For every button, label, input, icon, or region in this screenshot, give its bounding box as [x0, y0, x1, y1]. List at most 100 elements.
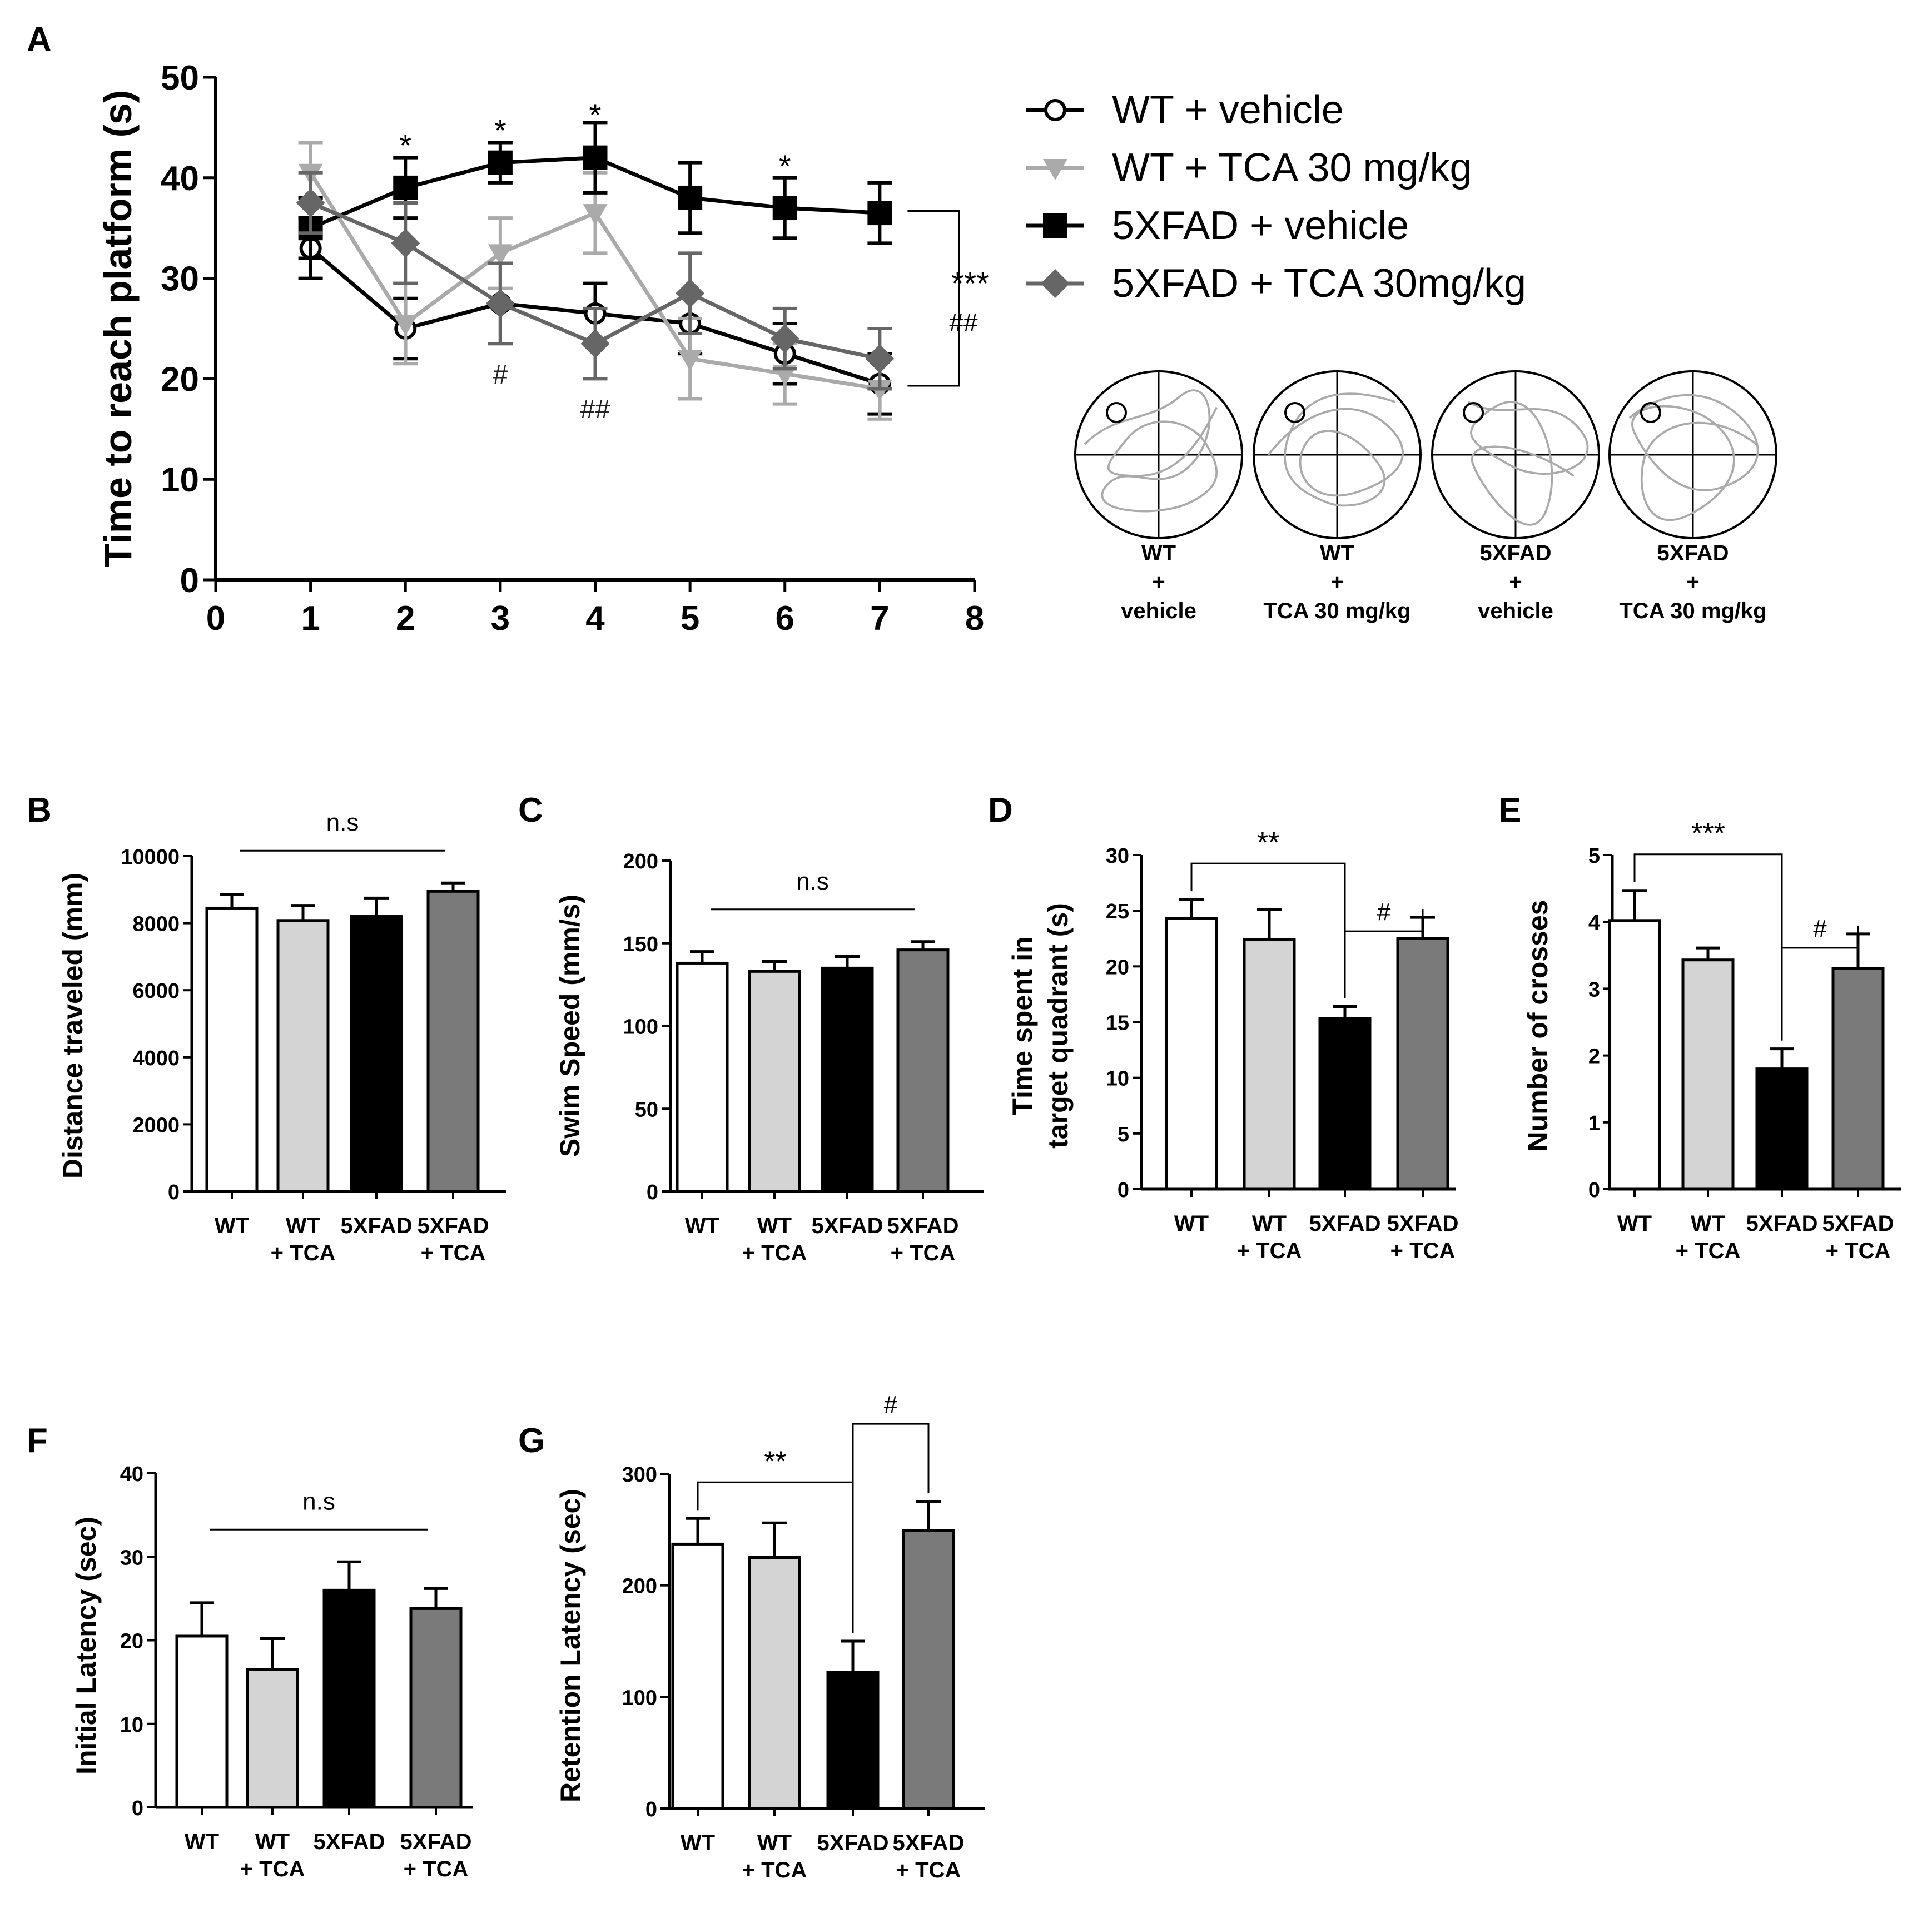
x-tick-label: 8: [965, 599, 984, 638]
x-tick-label: 5XFAD: [1309, 1211, 1381, 1236]
y-tick-label: 200: [622, 1575, 657, 1598]
y-axis-label: Retention Latency (sec): [555, 1489, 586, 1802]
legend-label: WT + TCA 30 mg/kg: [1112, 146, 1472, 190]
y-tick-label: 1: [1588, 1112, 1600, 1135]
trace-thumbnail-2: WT + TCA 30 mg/kg: [1253, 370, 1422, 623]
x-tick-label: + TCA: [421, 1241, 486, 1265]
x-tick-label: WT: [757, 1831, 792, 1855]
trace-label: WT: [1141, 541, 1176, 565]
bar: [896, 948, 950, 1193]
y-tick-label: 30: [1106, 844, 1129, 868]
y-tick-label: 10: [1106, 1067, 1129, 1091]
panel-letter: F: [27, 1422, 48, 1460]
bar: [1318, 1017, 1372, 1191]
bar: [821, 966, 874, 1193]
y-tick-label: 20: [161, 360, 199, 399]
significance-mark: #: [1377, 898, 1391, 926]
x-tick-label: WT: [215, 1214, 249, 1238]
x-tick-label: 5XFAD: [314, 1830, 385, 1854]
trace-thumbnail-1: WT + vehicle: [1074, 370, 1243, 623]
y-axis-label: Initial Latency (sec): [71, 1517, 102, 1775]
data-point: [676, 279, 705, 308]
swim-path: [1467, 401, 1589, 526]
y-tick-label: 5: [1118, 1123, 1129, 1146]
y-tick-label: 50: [635, 1098, 658, 1121]
y-tick-label: 40: [120, 1463, 143, 1486]
bar: [1243, 938, 1296, 1191]
bar: [671, 1542, 724, 1810]
significance-mark: **: [764, 1445, 786, 1478]
panel-g-plot: G 0 100 200 300 Retention Latency (sec) WT WT + …: [518, 1391, 985, 1882]
trace-label: +: [1509, 570, 1522, 594]
bar: [426, 890, 480, 1193]
platform-marker: [1106, 402, 1127, 423]
significance-mark: *: [399, 128, 411, 163]
legend-label: 5XFAD + vehicle: [1112, 203, 1409, 248]
data-point: [772, 196, 797, 221]
significance-mark: #: [493, 360, 508, 390]
y-tick-label: 10: [120, 1713, 143, 1737]
y-tick-label: 25: [1106, 900, 1129, 923]
x-tick-label: + TCA: [404, 1857, 469, 1881]
y-tick-label: 200: [623, 850, 658, 873]
trace-label: +: [1686, 570, 1699, 594]
bar: [826, 1671, 880, 1810]
bar: [246, 1668, 299, 1809]
x-tick-label: WT: [1174, 1211, 1209, 1236]
bar: [1608, 919, 1661, 1191]
y-tick-label: 3: [1588, 978, 1600, 1001]
x-tick-label: WT: [1617, 1211, 1652, 1236]
y-tick-label: 10000: [121, 846, 180, 869]
trace-thumbnail-3: 5XFAD + vehicle: [1431, 370, 1600, 623]
y-axis-label: Time to reach platform (s): [96, 90, 140, 567]
x-tick-label: + TCA: [742, 1241, 807, 1265]
significance-mark: **: [1257, 827, 1279, 859]
trace-label: vehicle: [1478, 599, 1553, 623]
y-tick-label: 8000: [132, 913, 180, 936]
ns-label: n.s: [796, 868, 829, 895]
trace-label: WT: [1320, 541, 1354, 565]
trace-label: 5XFAD: [1657, 541, 1729, 565]
significance-mark: #: [884, 1391, 898, 1418]
y-tick-label: 4000: [132, 1047, 180, 1070]
significance-mark: *: [589, 97, 602, 132]
panel-a-letter: A: [27, 21, 52, 59]
significance-mark: *: [779, 148, 791, 183]
x-tick-label: WT: [286, 1214, 320, 1238]
x-tick-label: + TCA: [891, 1241, 956, 1265]
data-point: [867, 201, 892, 226]
data-point: [488, 244, 513, 266]
x-tick-label: + TCA: [1390, 1239, 1456, 1263]
data-point: [865, 344, 895, 374]
x-tick-label: + TCA: [240, 1857, 305, 1881]
data-point: [393, 175, 418, 200]
panel-letter: E: [1498, 791, 1521, 829]
y-axis-label: Number of crosses: [1522, 900, 1553, 1152]
significance-bracket: [1781, 925, 1859, 1041]
x-tick-label: 5XFAD: [1746, 1211, 1818, 1236]
significance-mark: *: [494, 113, 506, 148]
bar: [175, 1634, 229, 1809]
x-tick-label: 5XFAD: [817, 1831, 889, 1855]
x-tick-label: 5XFAD: [812, 1214, 883, 1238]
y-tick-label: 5: [1588, 844, 1600, 868]
series-3: [296, 171, 895, 391]
y-tick-label: 30: [161, 260, 199, 299]
y-tick-label: 2: [1588, 1045, 1600, 1069]
y-tick-label: 20: [120, 1630, 143, 1653]
bar: [748, 970, 801, 1193]
significance-mark: ***: [1691, 818, 1725, 850]
y-tick-label: 300: [622, 1463, 657, 1487]
y-tick-label: 150: [623, 933, 658, 956]
y-tick-label: 100: [622, 1686, 657, 1710]
y-tick-label: 0: [168, 1181, 180, 1204]
y-tick-label: 0: [1588, 1179, 1600, 1202]
legend-label: 5XFAD + TCA 30mg/kg: [1112, 261, 1526, 306]
platform-marker: [1463, 402, 1484, 423]
x-tick-label: WT: [1691, 1211, 1725, 1236]
data-point: [485, 289, 515, 318]
x-tick-label: 4: [585, 599, 605, 638]
bar: [409, 1607, 463, 1809]
